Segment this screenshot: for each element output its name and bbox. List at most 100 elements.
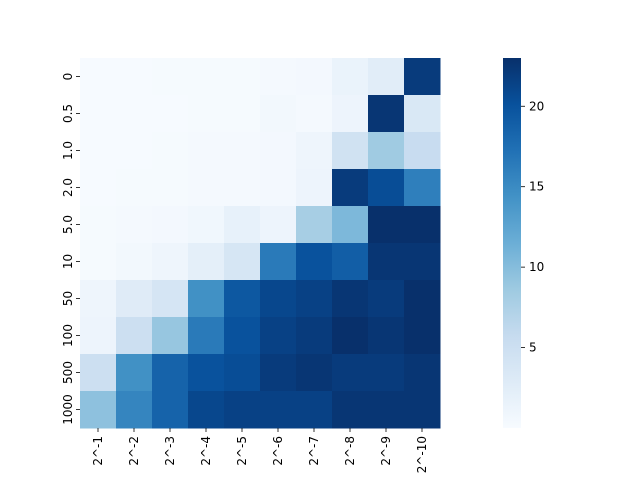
heatmap-cell xyxy=(224,280,261,318)
y-tick-label: 50 xyxy=(61,291,75,306)
heatmap-cell xyxy=(188,132,225,170)
x-tick-label: 2^-1 xyxy=(91,436,105,466)
heatmap-cell xyxy=(260,354,297,392)
heatmap-cell xyxy=(80,317,117,355)
x-tick-label: 2^-3 xyxy=(163,436,177,466)
heatmap-cell xyxy=(116,243,153,281)
heatmap-cell xyxy=(332,206,369,244)
heatmap-cell xyxy=(260,317,297,355)
heatmap-cell xyxy=(368,95,405,133)
heatmap-cell xyxy=(332,95,369,133)
heatmap-cell xyxy=(188,95,225,133)
heatmap-cell xyxy=(116,169,153,207)
heatmap-cell xyxy=(332,354,369,392)
heatmap-cell xyxy=(80,391,117,429)
heatmap-cell xyxy=(152,95,189,133)
heatmap-cell xyxy=(368,169,405,207)
y-tick-label: 0 xyxy=(61,73,75,81)
heatmap-cell xyxy=(404,391,441,429)
heatmap-cell xyxy=(116,58,153,96)
heatmap-cell xyxy=(332,391,369,429)
colorbar-tick-label: 5 xyxy=(529,341,537,355)
heatmap-cell xyxy=(116,317,153,355)
heatmap-cell xyxy=(224,58,261,96)
heatmap-cell xyxy=(152,206,189,244)
heatmap-cell xyxy=(296,58,333,96)
heatmap-cell xyxy=(80,58,117,96)
heatmap-cell xyxy=(368,206,405,244)
heatmap-cell xyxy=(260,391,297,429)
heatmap-cell xyxy=(404,95,441,133)
heatmap-cell xyxy=(188,58,225,96)
heatmap-cell xyxy=(368,58,405,96)
y-tick-label: 0.5 xyxy=(61,104,75,123)
heatmap-cell xyxy=(404,317,441,355)
heatmap-cell xyxy=(116,206,153,244)
heatmap-cell xyxy=(188,243,225,281)
x-tick-label: 2^-10 xyxy=(415,436,429,473)
colorbar-ticks: 5 10 15 20 xyxy=(521,99,544,355)
y-axis: 0 0.5 1.0 2.0 5.0 10 50 100 500 1000 xyxy=(61,73,80,425)
heatmap-cell xyxy=(152,243,189,281)
x-tick-label: 2^-6 xyxy=(271,436,285,466)
heatmap-cell xyxy=(152,354,189,392)
y-tick-label: 1000 xyxy=(61,394,75,425)
colorbar-gradient xyxy=(503,58,521,428)
heatmap-cell xyxy=(224,354,261,392)
colorbar-tick-label: 20 xyxy=(529,99,544,113)
heatmap-cell xyxy=(332,243,369,281)
heatmap-cell xyxy=(404,132,441,170)
heatmap-cell xyxy=(368,391,405,429)
y-tick-label: 500 xyxy=(61,361,75,384)
x-tick-label: 2^-5 xyxy=(235,436,249,466)
heatmap-cell xyxy=(80,95,117,133)
heatmap-cell xyxy=(80,243,117,281)
heatmap-cell xyxy=(296,132,333,170)
heatmap-cell xyxy=(188,354,225,392)
heatmap-cell xyxy=(404,243,441,281)
x-tick-label: 2^-4 xyxy=(199,436,213,466)
heatmap-cell xyxy=(368,243,405,281)
heatmap-cell xyxy=(296,354,333,392)
colorbar: 5 10 15 20 xyxy=(503,58,544,428)
heatmap-cell xyxy=(152,132,189,170)
heatmap-cell xyxy=(332,132,369,170)
heatmap-cell xyxy=(368,132,405,170)
heatmap-cell xyxy=(296,243,333,281)
y-tick-label: 5.0 xyxy=(61,215,75,234)
y-tick-label: 2.0 xyxy=(61,178,75,197)
heatmap-cell xyxy=(152,280,189,318)
heatmap-cells xyxy=(80,58,441,429)
heatmap-cell xyxy=(260,169,297,207)
y-tick-label: 10 xyxy=(61,254,75,269)
heatmap-cell xyxy=(116,354,153,392)
heatmap-cell xyxy=(80,280,117,318)
heatmap-cell xyxy=(188,317,225,355)
heatmap-cell xyxy=(224,317,261,355)
heatmap-cell xyxy=(188,169,225,207)
heatmap-cell xyxy=(80,132,117,170)
heatmap-cell xyxy=(152,317,189,355)
heatmap-cell xyxy=(332,317,369,355)
heatmap-cell xyxy=(404,354,441,392)
heatmap-cell xyxy=(152,391,189,429)
heatmap-cell xyxy=(80,206,117,244)
heatmap-cell xyxy=(296,280,333,318)
heatmap-cell xyxy=(296,391,333,429)
heatmap-cell xyxy=(260,132,297,170)
heatmap-cell xyxy=(260,206,297,244)
heatmap-cell xyxy=(224,391,261,429)
heatmap-cell xyxy=(188,280,225,318)
heatmap-cell xyxy=(296,169,333,207)
heatmap-cell xyxy=(152,169,189,207)
heatmap-cell xyxy=(80,354,117,392)
heatmap-cell xyxy=(260,280,297,318)
heatmap-cell xyxy=(80,169,117,207)
x-tick-label: 2^-8 xyxy=(343,436,357,466)
heatmap-cell xyxy=(296,95,333,133)
heatmap-cell xyxy=(224,95,261,133)
heatmap-cell xyxy=(260,58,297,96)
heatmap-cell xyxy=(332,169,369,207)
heatmap-cell xyxy=(332,58,369,96)
